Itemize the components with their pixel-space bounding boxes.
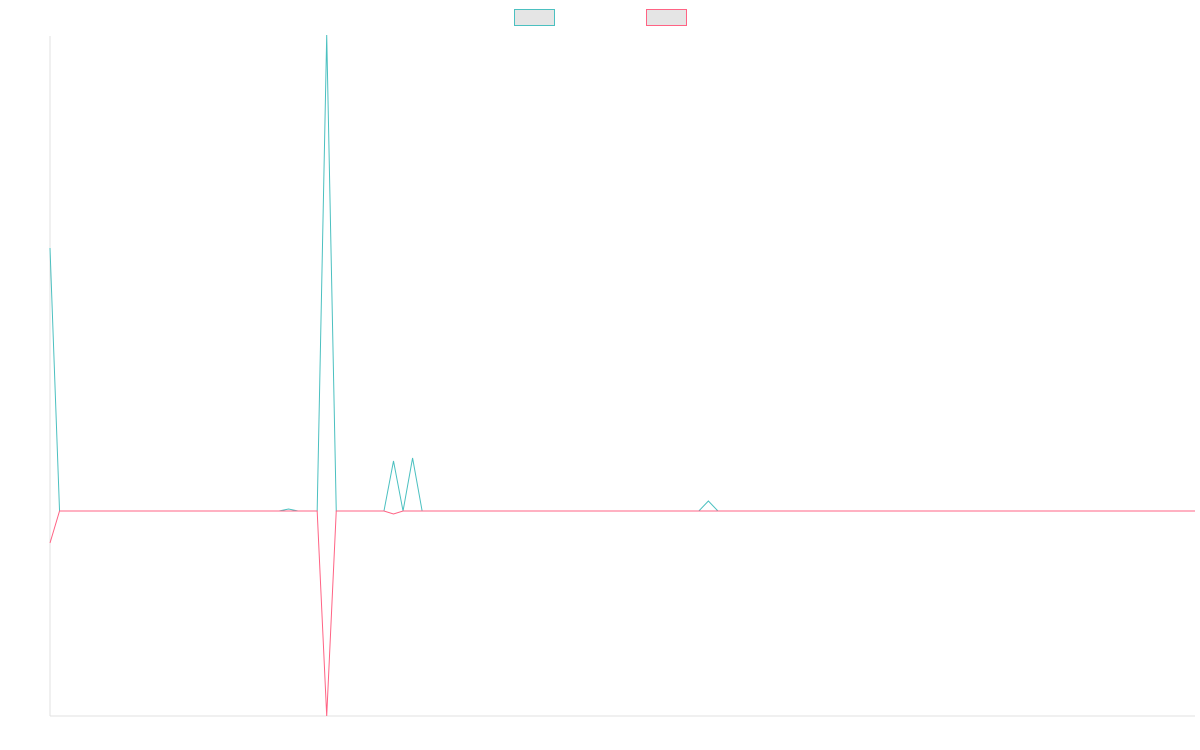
legend-swatch-1[interactable] (514, 9, 555, 26)
series-line-1 (49, 34, 1195, 512)
axes (49, 36, 1195, 717)
series-line-2 (49, 510, 1195, 717)
series-lines (49, 34, 1195, 717)
legend-swatch-2[interactable] (646, 9, 687, 26)
legend (514, 9, 687, 26)
